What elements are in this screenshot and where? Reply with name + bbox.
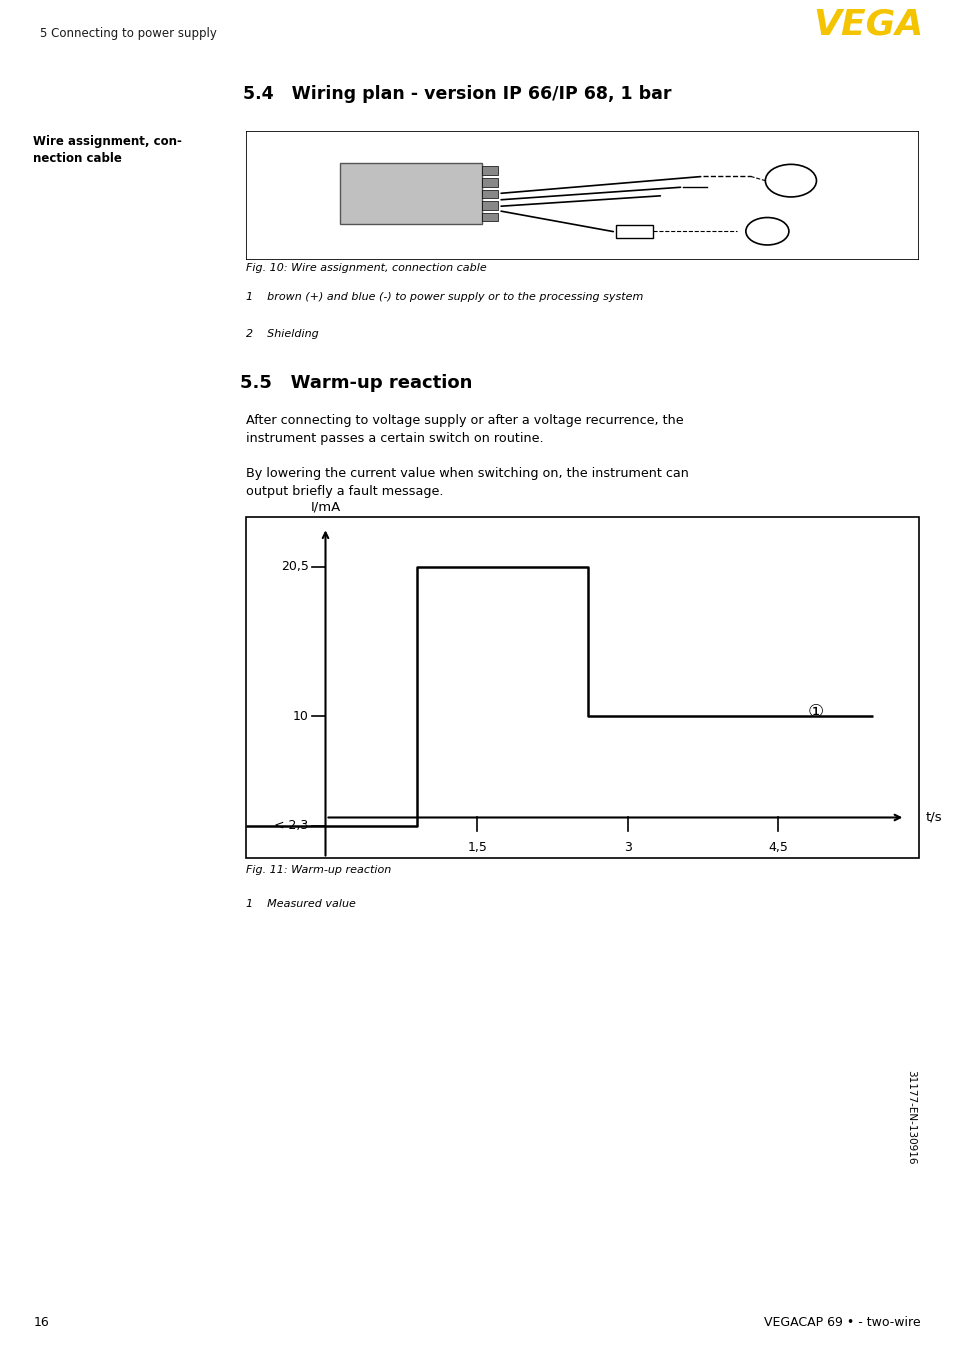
Text: 20,5: 20,5 (280, 561, 309, 574)
Text: VEGACAP 69 • - two-wire: VEGACAP 69 • - two-wire (763, 1316, 920, 1330)
Text: After connecting to voltage supply or after a voltage recurrence, the
instrument: After connecting to voltage supply or af… (246, 414, 683, 445)
Bar (340, 164, 481, 223)
Bar (481, 167, 497, 175)
Text: Fig. 10: Wire assignment, connection cable: Fig. 10: Wire assignment, connection cab… (246, 264, 486, 274)
Text: 1,5: 1,5 (467, 841, 487, 854)
Text: 2    Shielding: 2 Shielding (246, 329, 318, 338)
Text: < 2,3: < 2,3 (274, 819, 309, 833)
Text: 5.4   Wiring plan - version IP 66/IP 68, 1 bar: 5.4 Wiring plan - version IP 66/IP 68, 1… (243, 84, 671, 103)
Text: t/s: t/s (924, 811, 941, 825)
Text: ①: ① (807, 703, 823, 720)
Bar (481, 179, 497, 187)
Bar (246, 517, 918, 858)
Bar (616, 225, 653, 238)
Text: 10: 10 (293, 709, 309, 723)
Text: Wire assignment, con-
nection cable: Wire assignment, con- nection cable (33, 135, 182, 165)
Text: VEGA: VEGA (812, 7, 923, 42)
Text: 4,5: 4,5 (767, 841, 787, 854)
Text: 5 Connecting to power supply: 5 Connecting to power supply (40, 27, 216, 41)
Text: 5.5   Warm-up reaction: 5.5 Warm-up reaction (240, 374, 472, 393)
Text: 16: 16 (33, 1316, 50, 1330)
Bar (481, 213, 497, 221)
Text: By lowering the current value when switching on, the instrument can
output brief: By lowering the current value when switc… (246, 467, 688, 498)
Text: Fig. 11: Warm-up reaction: Fig. 11: Warm-up reaction (246, 865, 391, 875)
Bar (481, 202, 497, 210)
Text: 1    Measured value: 1 Measured value (246, 899, 355, 910)
Text: I/mA: I/mA (310, 501, 340, 513)
Text: 3: 3 (623, 841, 631, 854)
Text: 31177-EN-130916: 31177-EN-130916 (905, 1070, 915, 1164)
Text: 1    brown (+) and blue (-) to power supply or to the processing system: 1 brown (+) and blue (-) to power supply… (246, 292, 643, 302)
Bar (481, 190, 497, 198)
